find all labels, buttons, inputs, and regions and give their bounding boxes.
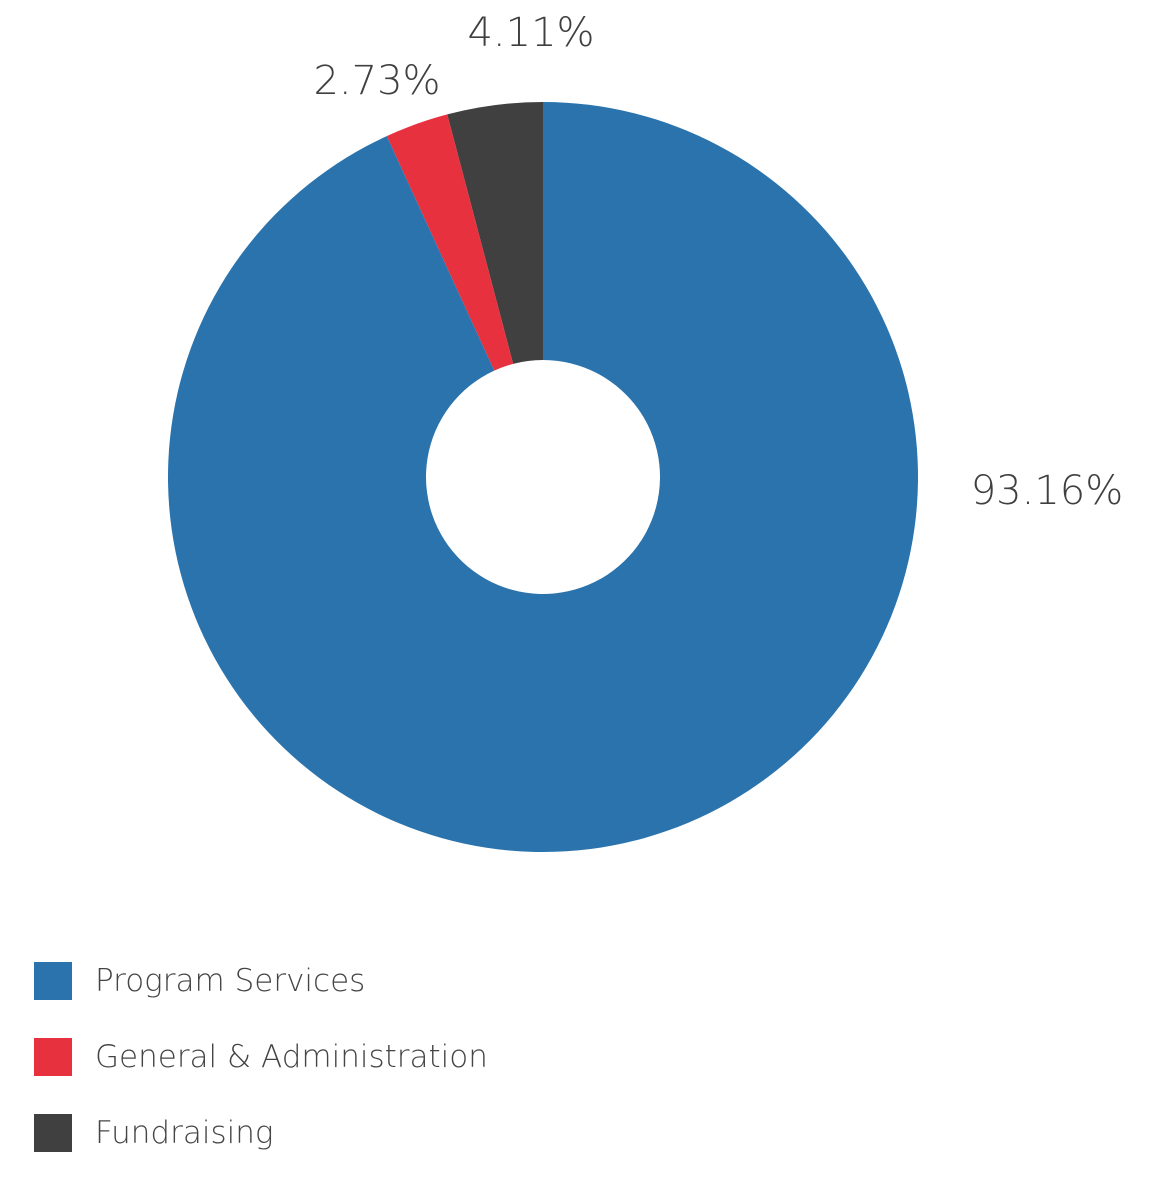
slice-label-fundraising: 4.11% xyxy=(467,10,594,56)
legend-swatch-program-services xyxy=(34,962,72,1000)
slice-program-services xyxy=(167,102,918,853)
legend-swatch-general-administration xyxy=(34,1038,72,1076)
legend-swatch-fundraising xyxy=(34,1114,72,1152)
slice-label-program-services: 93.16% xyxy=(971,468,1124,514)
legend-label-fundraising: Fundraising xyxy=(95,1115,274,1151)
slice-fundraising xyxy=(447,102,543,364)
slice-label-general-administration: 2.73% xyxy=(313,58,440,104)
slice-general-administration xyxy=(386,114,514,371)
donut-chart: 93.16% 2.73% 4.11% xyxy=(167,10,1124,853)
legend-label-program-services: Program Services xyxy=(95,963,366,999)
legend-label-general-administration: General & Administration xyxy=(95,1039,488,1075)
